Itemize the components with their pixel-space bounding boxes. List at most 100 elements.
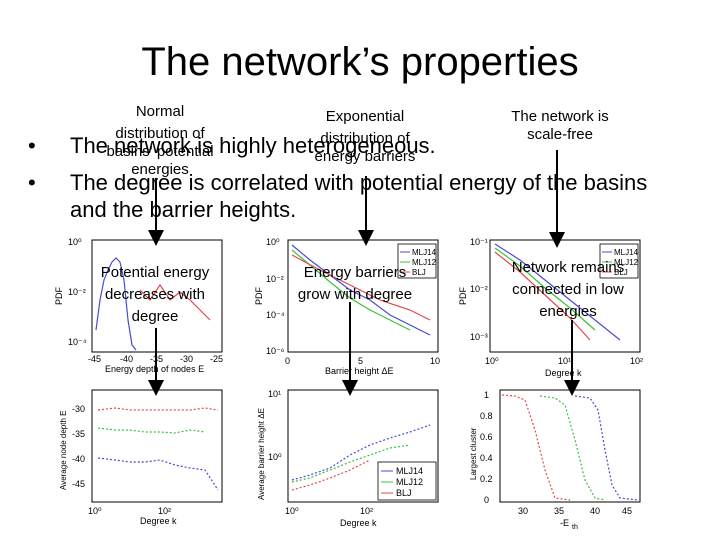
note-scale-free: The network is scale-free (480, 108, 640, 144)
callout-network-connected: Network remains connected in low energie… (496, 257, 640, 323)
callout-potential-energy: Potential energy decreases with degree (85, 262, 225, 328)
xtick-label: 10² (360, 506, 373, 516)
ytick-label: 10⁻³ (470, 332, 488, 342)
legend-box (377, 461, 437, 501)
series-line-blj (291, 254, 431, 321)
ytick-label: -30 (72, 404, 85, 414)
y-axis-label: Largest cluster (469, 427, 478, 480)
plot-node-depth-vs-degree: -30 -35 -40 -45 10⁰ 10² Degree k Average… (59, 389, 223, 526)
note-line: The network is (511, 108, 609, 125)
xtick-label: -40 (120, 354, 133, 364)
xtick-label: 40 (590, 506, 600, 516)
ytick-label: 10⁻² (68, 287, 86, 297)
ytick-label: 10⁰ (266, 237, 280, 247)
legend-label: MLJ14 (412, 248, 437, 257)
ytick-label: -40 (72, 454, 85, 464)
ytick-label: 10¹ (268, 389, 281, 399)
series-line-mlj14 (494, 243, 621, 341)
plot-degree-pdf: MLJ14 MLJ12 BLJ 10⁻¹ 10⁻² 10⁻³ 10⁰ 10¹ 1… (458, 237, 643, 378)
legend-label: BLJ (614, 268, 628, 277)
series-line-blj (291, 459, 371, 491)
ytick-label: 10⁻¹ (470, 237, 488, 247)
callout-line: energies (539, 303, 597, 320)
series-line-mlj12 (291, 444, 411, 483)
note-line: distribution of (115, 125, 205, 142)
legend-label: MLJ14 (614, 248, 639, 257)
xtick-label: 35 (554, 506, 564, 516)
xtick-label: 10² (630, 356, 643, 366)
series-line-mlj14 (291, 244, 431, 336)
note-line: scale-free (527, 126, 593, 143)
bullet-2-text-line1: The degree is correlated with potential … (70, 170, 648, 195)
ytick-label: 1 (484, 390, 489, 400)
plot-largest-cluster: 1 0.8 0.6 0.4 0.2 0 30 35 40 45 -E th La… (469, 389, 641, 531)
xtick-label: 10⁰ (88, 506, 102, 516)
y-axis-label: Average node depth E (59, 411, 68, 490)
bullet-1-text: The network is highly heterogeneous. (70, 133, 436, 158)
y-axis-label: PDF (54, 286, 64, 305)
note-line: Normal (135, 103, 185, 120)
plot-barrier-vs-degree: MLJ14 MLJ12 BLJ 10¹ 10⁰ 10⁰ 10² Degree k… (257, 389, 439, 528)
note-line: Exponential (325, 108, 405, 125)
callout-line: Energy barriers (303, 264, 407, 281)
x-axis-label: Degree k (140, 516, 177, 526)
ytick-label: 10⁻⁶ (266, 346, 285, 356)
legend-label: MLJ14 (396, 466, 423, 476)
ytick-label: 10⁻² (266, 274, 284, 284)
xtick-label: 0 (285, 356, 290, 366)
ytick-label: 0.4 (480, 453, 493, 463)
x-axis-label: -E (560, 518, 569, 528)
xtick-label: 30 (518, 506, 528, 516)
ytick-label: 10⁻⁴ (68, 337, 87, 347)
ytick-label: -35 (72, 429, 85, 439)
y-axis-label: PDF (254, 286, 264, 305)
x-axis-label: Energy depth of nodes E (105, 364, 204, 374)
bullet-2-text-line2: and the barrier heights. (70, 197, 297, 222)
legend-label: MLJ12 (396, 477, 423, 487)
callout-energy-barriers: Energy barriers grow with degree (280, 262, 430, 306)
ytick-label: 10⁰ (268, 452, 282, 462)
plot-frame (499, 389, 641, 503)
legend-label: MLJ12 (412, 258, 437, 267)
slide-title: The network’s properties (141, 40, 579, 84)
plot-barrier-pdf: MLJ14 MLJ12 BLJ 10⁰ 10⁻² 10⁻⁴ 10⁻⁶ 0 5 1… (254, 237, 440, 376)
series-line-blj (139, 283, 211, 321)
xtick-label: 10⁰ (485, 356, 499, 366)
bullet-marker-2: • (28, 170, 36, 195)
series-line-mlj14 (574, 395, 639, 501)
xtick-label: 10² (158, 506, 171, 516)
callout-line: grow with degree (297, 286, 413, 303)
ytick-label: 10⁻² (470, 284, 488, 294)
xtick-label: 5 (358, 356, 363, 366)
note-line: energy barriers (314, 148, 416, 165)
note-line: distribution of (320, 130, 410, 147)
ytick-label: 10⁻⁴ (266, 310, 285, 320)
xtick-label: 10⁰ (285, 506, 299, 516)
bullet-marker-1: • (28, 133, 36, 158)
note-line: basins' potential (106, 143, 214, 160)
series-line-mlj14 (95, 257, 137, 351)
series-line-mlj12 (494, 247, 596, 331)
callout-line: degree (131, 308, 179, 325)
x-axis-label: Degree k (340, 518, 377, 528)
y-axis-label: Average barrier height ΔE (257, 408, 266, 500)
x-axis-label: Barrier height ΔE (325, 366, 394, 376)
note-exponential-distribution: Exponential distribution of energy barri… (290, 108, 440, 166)
callout-line: connected in low (512, 281, 624, 298)
series-line-mlj14 (291, 424, 431, 481)
xtick-label: -45 (88, 354, 101, 364)
legend-label: MLJ12 (614, 258, 639, 267)
callout-line: Potential energy (100, 264, 210, 281)
callout-line: decreases with (104, 286, 206, 303)
xtick-label: -30 (180, 354, 193, 364)
plot-frame (91, 389, 223, 503)
series-line-blj (494, 251, 591, 341)
xtick-label: 45 (622, 506, 632, 516)
x-axis-label: Degree k (545, 368, 582, 378)
note-normal-distribution: Normal distribution of basins' potential… (85, 103, 235, 179)
legend-label: BLJ (396, 488, 412, 498)
ytick-label: 0.6 (480, 432, 493, 442)
y-axis-label: PDF (458, 286, 468, 305)
legend-label: BLJ (412, 268, 426, 277)
xtick-label: 10 (430, 356, 440, 366)
